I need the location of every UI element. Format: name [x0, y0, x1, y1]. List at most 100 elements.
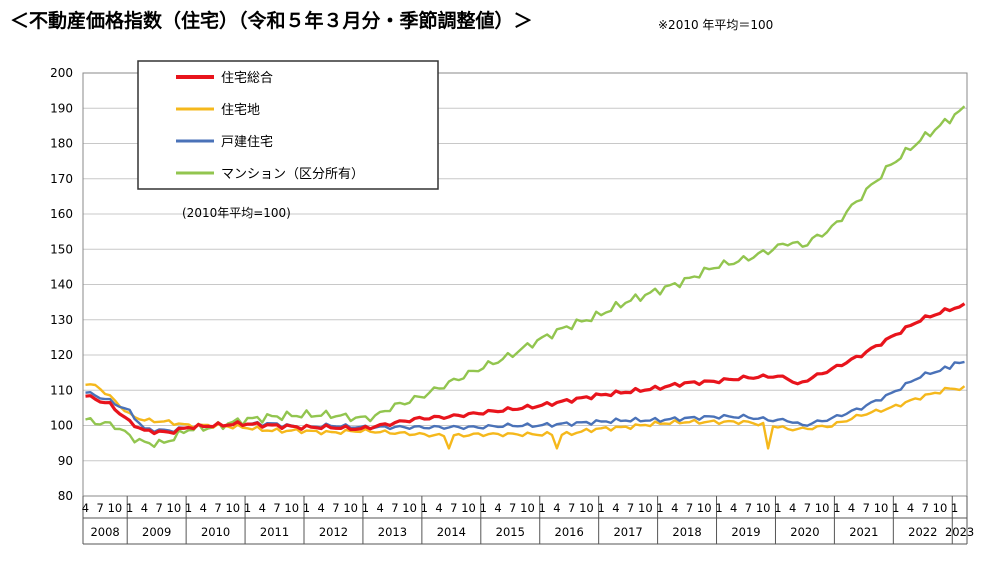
- month-tick-label: 4: [141, 501, 148, 515]
- plot-area: [82, 72, 968, 497]
- base-year-note: ※2010 年平均＝100: [658, 18, 774, 32]
- y-tick-label: 200: [50, 66, 73, 80]
- y-axis: 80 90 100 110 120 130 140 150 160 170 180 190 200: [50, 66, 73, 503]
- year-label: 2022: [908, 525, 937, 539]
- month-tick-label: 10: [284, 501, 299, 515]
- month-tick-label: 4: [494, 501, 501, 515]
- y-tick-label: 160: [50, 207, 73, 221]
- month-tick-label: 4: [730, 501, 737, 515]
- y-tick-label: 80: [58, 489, 73, 503]
- month-tick-label: 7: [745, 501, 752, 515]
- month-tick-label: 7: [863, 501, 870, 515]
- month-tick-label: 1: [833, 501, 840, 515]
- y-tick-label: 90: [58, 454, 73, 468]
- chart-title: ＜不動産価格指数（住宅）（令和５年３月分・季節調整値）＞: [10, 10, 533, 32]
- month-tick-label: 4: [435, 501, 442, 515]
- year-label: 2021: [849, 525, 878, 539]
- month-tick-label: 7: [686, 501, 693, 515]
- month-tick-label: 4: [82, 501, 89, 515]
- month-tick-label: 4: [376, 501, 383, 515]
- month-tick-label: 1: [244, 501, 251, 515]
- legend-label: 住宅地: [221, 103, 260, 118]
- y-tick-label: 130: [50, 313, 73, 327]
- year-label: 2013: [378, 525, 407, 539]
- month-tick-label: 1: [597, 501, 604, 515]
- year-label: 2016: [555, 525, 584, 539]
- month-tick-label: 4: [848, 501, 855, 515]
- month-tick-label: 10: [579, 501, 594, 515]
- month-tick-label: 1: [303, 501, 310, 515]
- year-label: 2008: [90, 525, 119, 539]
- y-tick-label: 100: [50, 419, 73, 433]
- year-label: 2014: [437, 525, 466, 539]
- month-tick-label: 7: [155, 501, 162, 515]
- year-label: 2011: [260, 525, 289, 539]
- legend-label: 住宅総合: [221, 71, 273, 86]
- year-label: 2023: [945, 525, 974, 539]
- y-tick-label: 140: [50, 278, 73, 292]
- month-tick-label: 10: [343, 501, 358, 515]
- y-tick-label: 110: [50, 383, 73, 397]
- month-tick-label: 7: [391, 501, 398, 515]
- legend-box: [137, 60, 439, 190]
- month-tick-label: 1: [421, 501, 428, 515]
- year-label: 2019: [731, 525, 760, 539]
- y-tick-label: 190: [50, 101, 73, 115]
- month-tick-label: 7: [273, 501, 280, 515]
- month-tick-label: 10: [167, 501, 182, 515]
- month-tick-label: 10: [756, 501, 771, 515]
- month-tick-label: 10: [874, 501, 889, 515]
- y-tick-label: 150: [50, 242, 73, 256]
- month-tick-label: 7: [627, 501, 634, 515]
- year-label: 2015: [496, 525, 525, 539]
- month-tick-label: 10: [933, 501, 948, 515]
- month-tick-label: 7: [97, 501, 104, 515]
- month-tick-label: 10: [815, 501, 830, 515]
- month-tick-label: 7: [332, 501, 339, 515]
- month-tick-label: 4: [907, 501, 914, 515]
- month-tick-label: 4: [259, 501, 266, 515]
- y-tick-label: 170: [50, 172, 73, 186]
- month-tick-label: 1: [126, 501, 133, 515]
- series-line-3: [85, 105, 966, 448]
- month-tick-label: 1: [539, 501, 546, 515]
- month-tick-label: 7: [214, 501, 221, 515]
- month-tick-label: 4: [671, 501, 678, 515]
- month-tick-label: 10: [520, 501, 535, 515]
- month-tick-label: 4: [789, 501, 796, 515]
- month-tick-label: 1: [185, 501, 192, 515]
- y-tick-label: 120: [50, 348, 73, 362]
- legend-label: 戸建住宅: [221, 135, 273, 150]
- y-tick-label: 180: [50, 137, 73, 151]
- month-tick-label: 10: [225, 501, 240, 515]
- month-tick-label: 7: [509, 501, 516, 515]
- month-tick-label: 1: [480, 501, 487, 515]
- month-tick-label: 1: [892, 501, 899, 515]
- month-tick-label: 7: [450, 501, 457, 515]
- base-year-annotation: (2010年平均=100): [182, 206, 291, 220]
- year-label: 2017: [613, 525, 642, 539]
- year-label: 2009: [142, 525, 171, 539]
- month-tick-label: 1: [951, 501, 958, 515]
- month-tick-label: 7: [568, 501, 575, 515]
- month-tick-label: 4: [612, 501, 619, 515]
- year-label: 2010: [201, 525, 230, 539]
- series-line-0: [85, 302, 966, 436]
- month-tick-label: 10: [108, 501, 123, 515]
- month-tick-label: 1: [656, 501, 663, 515]
- month-tick-label: 10: [402, 501, 417, 515]
- chart-header: ＜不動産価格指数（住宅）（令和５年３月分・季節調整値）＞ ※2010 年平均＝1…: [10, 6, 990, 36]
- year-label: 2012: [319, 525, 348, 539]
- year-label: 2018: [672, 525, 701, 539]
- month-tick-label: 7: [922, 501, 929, 515]
- month-tick-label: 4: [553, 501, 560, 515]
- series-lines: [85, 105, 966, 450]
- month-tick-label: 1: [774, 501, 781, 515]
- month-tick-label: 10: [697, 501, 712, 515]
- month-tick-label: 4: [318, 501, 325, 515]
- month-tick-label: 4: [200, 501, 207, 515]
- series-line-1: [85, 383, 966, 450]
